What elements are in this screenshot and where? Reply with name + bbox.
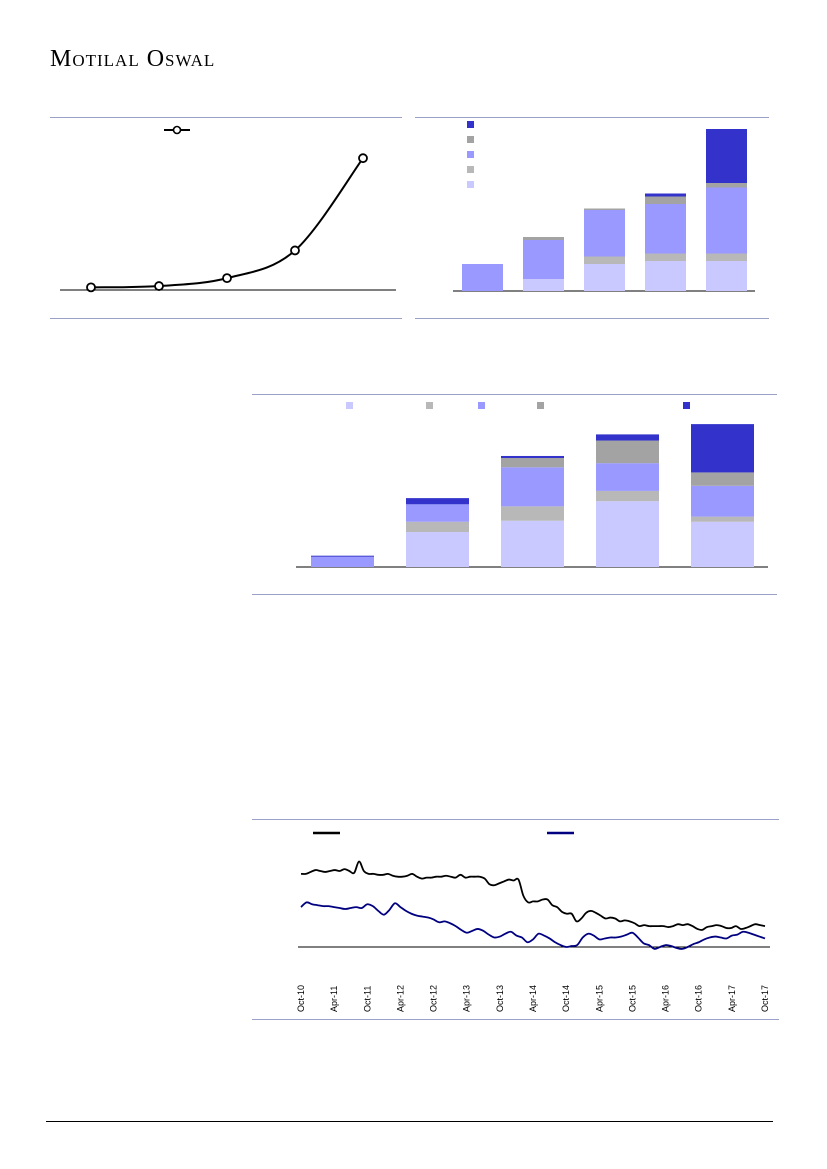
- chart3-bar-3-seg-1: [501, 520, 564, 567]
- chart2-bar-5-seg-3: [706, 187, 747, 254]
- chart4-x-tick-label: Oct-11: [362, 986, 372, 1012]
- chart4-x-tick-label: Oct-14: [561, 985, 571, 1012]
- chart4-x-tick-label: Apr-17: [727, 985, 737, 1012]
- chart3-bar-5-seg-3: [691, 485, 754, 517]
- chart3-legend-swatch-3: [478, 402, 485, 409]
- chart3-bar-2-seg-3: [406, 504, 469, 522]
- chart1-point-4: [290, 245, 300, 256]
- chart2-bar-3-seg-1: [584, 264, 625, 291]
- chart2-bar-4-seg-2: [645, 253, 686, 261]
- chart4-top-rule: [252, 819, 779, 820]
- chart2-bar-5-seg-5: [706, 129, 747, 183]
- chart2-legend-swatch-3: [467, 151, 474, 158]
- chart4-x-tick-label: Oct-17: [760, 985, 770, 1012]
- chart4-x-tick-label: Apr-12: [395, 985, 405, 1012]
- chart2-bar-1-seg-3: [462, 264, 503, 291]
- chart2-bar-2-seg-3: [523, 240, 564, 279]
- chart4-x-tick-label: Oct-10: [296, 985, 306, 1012]
- chart2-bar-2-seg-1: [523, 279, 564, 291]
- chart3: [296, 402, 768, 568]
- chart2-legend-swatch-1: [467, 181, 474, 188]
- chart4-series-1-line: [300, 860, 766, 931]
- chart1-series-line: [90, 157, 364, 289]
- chart3-bar-2-seg-5: [406, 498, 469, 505]
- chart3-legend-swatch-1: [346, 402, 353, 409]
- chart2-bar-3-seg-4: [584, 208, 625, 210]
- chart1-legend: [164, 125, 190, 135]
- chart3-bar-1-seg-5: [311, 555, 374, 557]
- chart3-bar-4-seg-4: [596, 440, 659, 464]
- chart3-bottom-rule: [252, 594, 777, 595]
- chart1-point-5: [358, 153, 368, 164]
- chart2-bar-5-seg-4: [706, 183, 747, 188]
- chart2-legend-swatch-5: [467, 121, 474, 128]
- chart2-bar-4-seg-1: [645, 261, 686, 291]
- chart3-legend: [346, 402, 690, 409]
- chart3-bar-3-seg-5: [501, 455, 564, 459]
- chart1-point-1: [86, 282, 96, 293]
- chart4-x-tick-label: Oct-15: [627, 985, 637, 1012]
- chart1-legend-marker: [172, 125, 182, 135]
- chart3-bar-3-seg-3: [501, 467, 564, 507]
- chart3-bar-5-seg-1: [691, 521, 754, 567]
- chart3-legend-swatch-5: [683, 402, 690, 409]
- chart2-bar-4-seg-5: [645, 193, 686, 197]
- chart3-bar-1-seg-3: [311, 556, 374, 567]
- chart3-top-rule: [252, 394, 777, 395]
- chart1-bottom-rule: [50, 318, 402, 319]
- chart3-legend-swatch-4: [537, 402, 544, 409]
- chart3-bar-2-seg-2: [406, 521, 469, 533]
- chart3-bar-3-seg-2: [501, 506, 564, 521]
- chart4-x-tick-label: Apr-11: [329, 986, 339, 1012]
- chart3-bar-5-seg-4: [691, 472, 754, 486]
- chart2-legend-swatch-4: [467, 136, 474, 143]
- chart4-series-2-line: [300, 901, 766, 950]
- chart2-bar-5-seg-2: [706, 253, 747, 261]
- brand-logo: Motilal Oswal: [50, 46, 216, 72]
- chart2-bar-4-seg-4: [645, 196, 686, 204]
- chart3-bar-4-seg-3: [596, 463, 659, 491]
- chart3-bar-4-seg-5: [596, 434, 659, 441]
- chart2: [453, 121, 755, 292]
- chart2-bottom-rule: [415, 318, 769, 319]
- chart2-top-rule: [415, 117, 769, 118]
- chart3-bar-3-seg-4: [501, 458, 564, 468]
- chart2-legend-swatch-2: [467, 166, 474, 173]
- chart2-bar-3-seg-3: [584, 210, 625, 257]
- chart3-bar-5-seg-2: [691, 516, 754, 522]
- chart4-x-tick-label: Apr-13: [462, 985, 472, 1012]
- chart1-point-3: [222, 273, 232, 284]
- chart3-bar-5-seg-5: [691, 424, 754, 473]
- chart4-bottom-rule: [252, 1019, 779, 1020]
- chart3-legend-swatch-2: [426, 402, 433, 409]
- chart4-x-tick-label: Apr-16: [661, 985, 671, 1012]
- chart4-x-tick-label: Oct-16: [694, 985, 704, 1012]
- chart1-line: [60, 125, 396, 293]
- chart4-lines: Oct-10 Apr-11 Oct-11 Apr-12 Oct-12 Apr-13 Oct-…: [296, 831, 770, 1012]
- chart2-bar-2-seg-4: [523, 237, 564, 240]
- chart2-bar-5-seg-1: [706, 261, 747, 291]
- chart3-bar-2-seg-1: [406, 532, 469, 567]
- chart3-bar-4-seg-2: [596, 490, 659, 502]
- chart4-x-tick-label: Apr-15: [594, 985, 604, 1012]
- chart3-bar-4-seg-1: [596, 501, 659, 567]
- chart2-legend: [467, 121, 474, 188]
- chart1-point-2: [154, 281, 164, 291]
- chart4-x-tick-label: Apr-14: [528, 985, 538, 1012]
- chart1-top-rule: [50, 117, 402, 118]
- chart4-x-tick-label: Oct-13: [495, 985, 505, 1012]
- chart2-bar-4-seg-3: [645, 204, 686, 254]
- chart4-x-tick-label: Oct-12: [429, 985, 439, 1012]
- footer-rule: [46, 1121, 773, 1122]
- chart2-bar-3-seg-2: [584, 256, 625, 264]
